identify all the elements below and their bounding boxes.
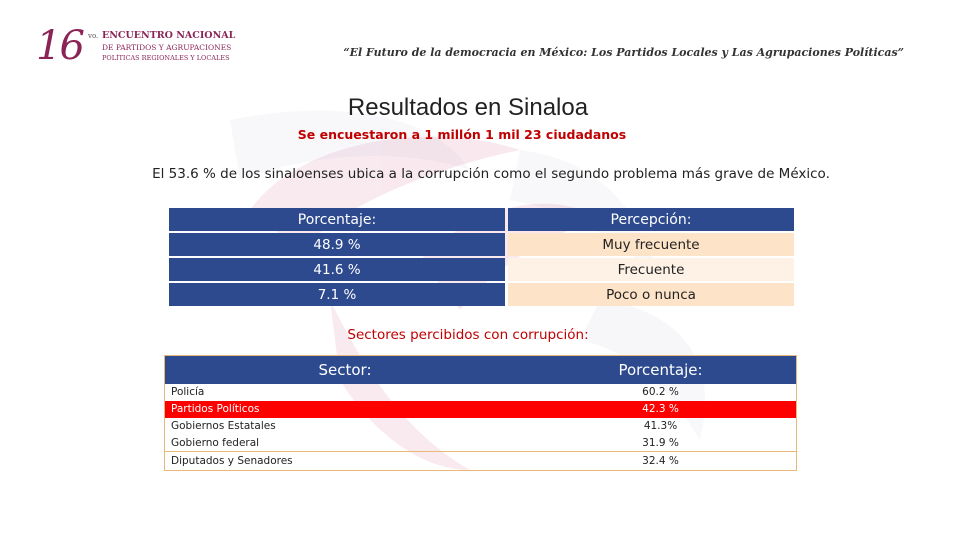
event-logo: 16 vo. ENCUENTRO NACIONAL DE PARTIDOS Y … bbox=[36, 23, 235, 70]
survey-subtitle: Se encuestaron a 1 millón 1 mil 23 ciuda… bbox=[297, 127, 627, 142]
sector-name: Policía bbox=[171, 386, 205, 398]
perception-cell: Frecuente bbox=[508, 258, 794, 281]
perception-header: Percepción: bbox=[508, 208, 794, 231]
table-row: 41.6 % Frecuente bbox=[169, 258, 794, 281]
table-row: Gobierno federal 31.9 % bbox=[165, 435, 796, 452]
perception-table: Porcentaje: Percepción: 48.9 % Muy frecu… bbox=[166, 206, 797, 308]
table-row-highlighted: Partidos Políticos 42.3 % bbox=[165, 401, 796, 418]
percent-header: Porcentaje: bbox=[169, 208, 505, 231]
perception-cell: Muy frecuente bbox=[508, 233, 794, 256]
logo-line-2: DE PARTIDOS Y AGRUPACIONES bbox=[102, 43, 232, 52]
table-row: 7.1 % Poco o nunca bbox=[169, 283, 794, 306]
perception-table-header: Porcentaje: Percepción: bbox=[169, 208, 794, 231]
table-row: Policía 60.2 % bbox=[165, 384, 796, 401]
page-title: Resultados en Sinaloa bbox=[347, 94, 589, 121]
row-divider bbox=[165, 451, 796, 452]
sector-percent: 31.9 % bbox=[642, 437, 679, 449]
sector-percent: 41.3% bbox=[643, 420, 678, 432]
header-title: “El Futuro de la democracia en México: L… bbox=[343, 46, 904, 59]
key-statement: El 53.6 % de los sinaloenses ubica a la … bbox=[152, 166, 830, 182]
sector-name: Gobiernos Estatales bbox=[171, 420, 276, 432]
percent-cell: 41.6 % bbox=[169, 258, 505, 281]
sector-percent: 60.2 % bbox=[642, 386, 679, 398]
logo-superscript: vo. bbox=[88, 32, 99, 40]
sector-name: Diputados y Senadores bbox=[171, 455, 293, 467]
sector-percent: 42.3 % bbox=[642, 403, 679, 415]
table-row: 48.9 % Muy frecuente bbox=[169, 233, 794, 256]
sector-header: Sector: bbox=[318, 361, 372, 379]
sector-name: Partidos Políticos bbox=[171, 403, 260, 415]
sectors-heading: Sectores percibidos con corrupción: bbox=[347, 327, 589, 343]
table-row: Gobiernos Estatales 41.3% bbox=[165, 418, 796, 435]
sector-percent: 32.4 % bbox=[642, 455, 679, 467]
percent-cell: 7.1 % bbox=[169, 283, 505, 306]
sector-name: Gobierno federal bbox=[171, 437, 260, 449]
sectors-table: Sector: Porcentaje: Policía 60.2 % Parti… bbox=[164, 355, 797, 471]
table-row: Diputados y Senadores 32.4 % bbox=[165, 453, 796, 470]
sector-percent-header: Porcentaje: bbox=[618, 361, 703, 379]
percent-cell: 48.9 % bbox=[169, 233, 505, 256]
logo-number: 16 bbox=[36, 23, 85, 69]
logo-line-3: POLÍTICAS REGIONALES Y LOCALES bbox=[102, 54, 230, 62]
logo-line-1: ENCUENTRO NACIONAL bbox=[102, 30, 236, 41]
sectors-table-header: Sector: Porcentaje: bbox=[165, 356, 796, 384]
perception-cell: Poco o nunca bbox=[508, 283, 794, 306]
